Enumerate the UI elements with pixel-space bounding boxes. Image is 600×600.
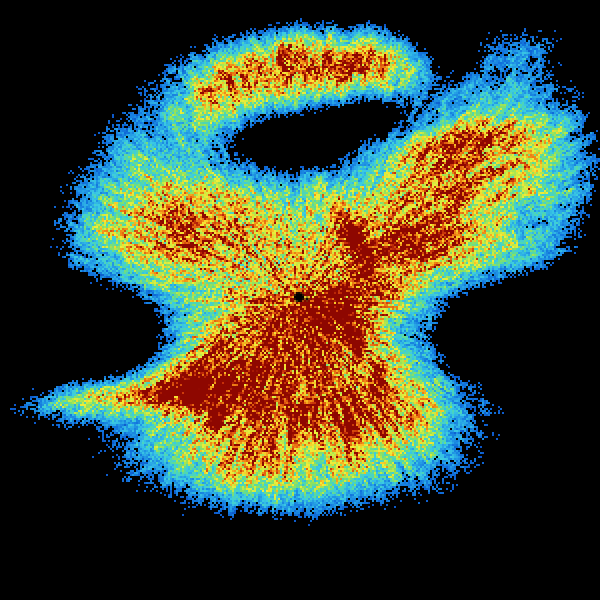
reflectivity-field-canvas	[0, 0, 600, 600]
radar-display	[0, 0, 600, 600]
